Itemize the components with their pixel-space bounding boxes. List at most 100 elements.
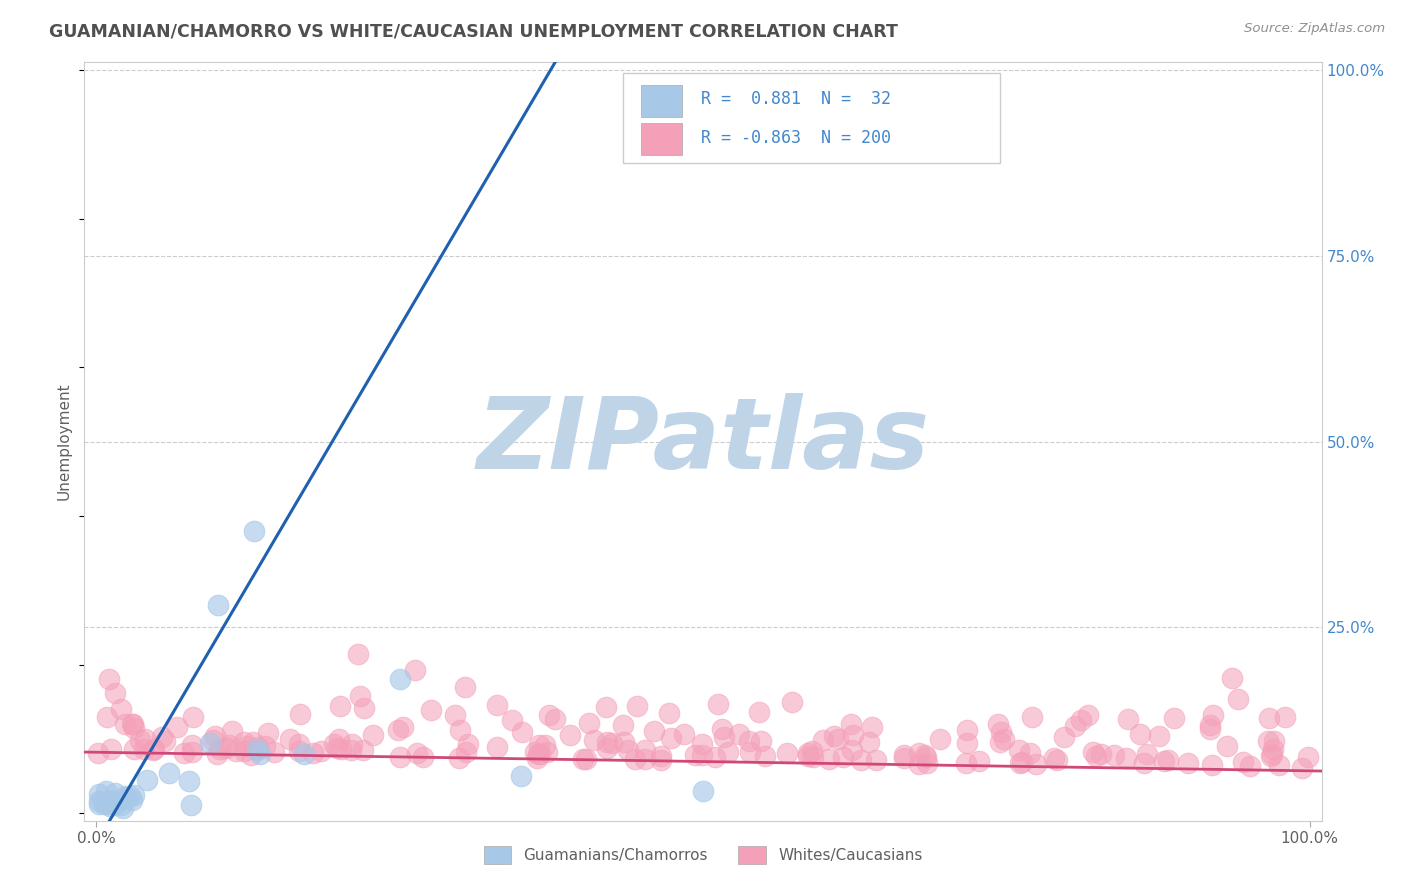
Point (93, 797, 115, 811)
Point (908, 756, 931, 771)
Point (278, 731, 301, 746)
Point (454, 746, 477, 760)
Point (100, 741, 122, 756)
Point (288, 737, 311, 751)
Point (485, 698, 508, 712)
Point (956, 736, 979, 750)
Point (993, 731, 1015, 746)
Point (578, 716, 600, 731)
Point (1177, 756, 1199, 770)
Point (363, 728, 385, 742)
Point (801, 750, 824, 764)
Point (449, 751, 471, 765)
Point (849, 753, 872, 767)
Point (449, 723, 471, 737)
Point (443, 708, 465, 723)
Point (121, 717, 143, 731)
Legend: Guamanians/Chamorros, Whites/Caucasians: Guamanians/Chamorros, Whites/Caucasians (478, 840, 928, 870)
Point (595, 700, 617, 714)
Point (841, 743, 863, 757)
Point (842, 728, 865, 742)
Point (1274, 709, 1296, 723)
Point (860, 720, 883, 734)
Point (613, 734, 636, 748)
Point (1153, 755, 1175, 769)
Point (406, 747, 429, 761)
Point (1263, 733, 1285, 747)
Point (1261, 747, 1284, 762)
Point (404, 663, 426, 677)
Point (352, 743, 374, 757)
Point (602, 736, 624, 750)
Point (754, 749, 776, 764)
Point (650, 753, 672, 767)
Point (1199, 723, 1222, 737)
Point (122, 717, 145, 731)
Point (801, 744, 824, 758)
Point (987, 716, 1010, 731)
Point (711, 722, 734, 736)
Point (865, 753, 887, 767)
Point (246, 743, 269, 757)
Point (529, 747, 551, 762)
Point (215, 741, 238, 756)
Point (811, 732, 834, 747)
Point (634, 752, 657, 766)
Point (329, 698, 352, 713)
Point (104, 686, 127, 700)
Point (583, 733, 606, 747)
Point (526, 751, 548, 765)
Point (1133, 756, 1156, 771)
Point (713, 730, 735, 744)
Point (1011, 755, 1033, 769)
Point (1226, 692, 1249, 706)
Point (349, 689, 371, 703)
Point (572, 751, 595, 765)
Point (659, 731, 682, 746)
Point (180, 738, 202, 752)
Point (990, 725, 1012, 739)
Point (129, 733, 152, 747)
Text: GUAMANIAN/CHAMORRO VS WHITE/CAUCASIAN UNEMPLOYMENT CORRELATION CHART: GUAMANIAN/CHAMORRO VS WHITE/CAUCASIAN UN… (49, 22, 898, 40)
Point (198, 736, 221, 750)
Point (388, 750, 411, 764)
Point (242, 734, 264, 748)
Point (512, 725, 534, 739)
Point (529, 738, 551, 752)
Point (232, 743, 254, 757)
Point (246, 741, 269, 756)
Point (111, 801, 134, 815)
Point (155, 733, 177, 747)
Text: ZIPatlas: ZIPatlas (477, 393, 929, 490)
Point (388, 673, 411, 687)
Point (839, 717, 862, 731)
Point (501, 713, 523, 727)
Point (617, 742, 640, 756)
Point (817, 752, 839, 766)
Point (135, 773, 157, 788)
Point (181, 745, 204, 759)
Point (1102, 747, 1125, 762)
Point (326, 741, 349, 756)
Point (387, 723, 409, 738)
Point (967, 754, 990, 768)
Point (143, 742, 166, 756)
Point (633, 743, 655, 757)
Point (124, 788, 146, 802)
Point (152, 731, 174, 745)
Point (249, 747, 271, 761)
Point (1220, 671, 1243, 685)
Point (353, 701, 375, 715)
Point (626, 698, 648, 713)
Point (96, 710, 118, 724)
Point (104, 786, 127, 800)
Point (1291, 761, 1313, 775)
Point (309, 744, 332, 758)
Point (738, 745, 761, 759)
Point (796, 746, 818, 760)
Point (142, 743, 165, 757)
Point (624, 752, 647, 766)
Point (575, 752, 598, 766)
Point (218, 739, 240, 753)
Point (202, 733, 225, 747)
